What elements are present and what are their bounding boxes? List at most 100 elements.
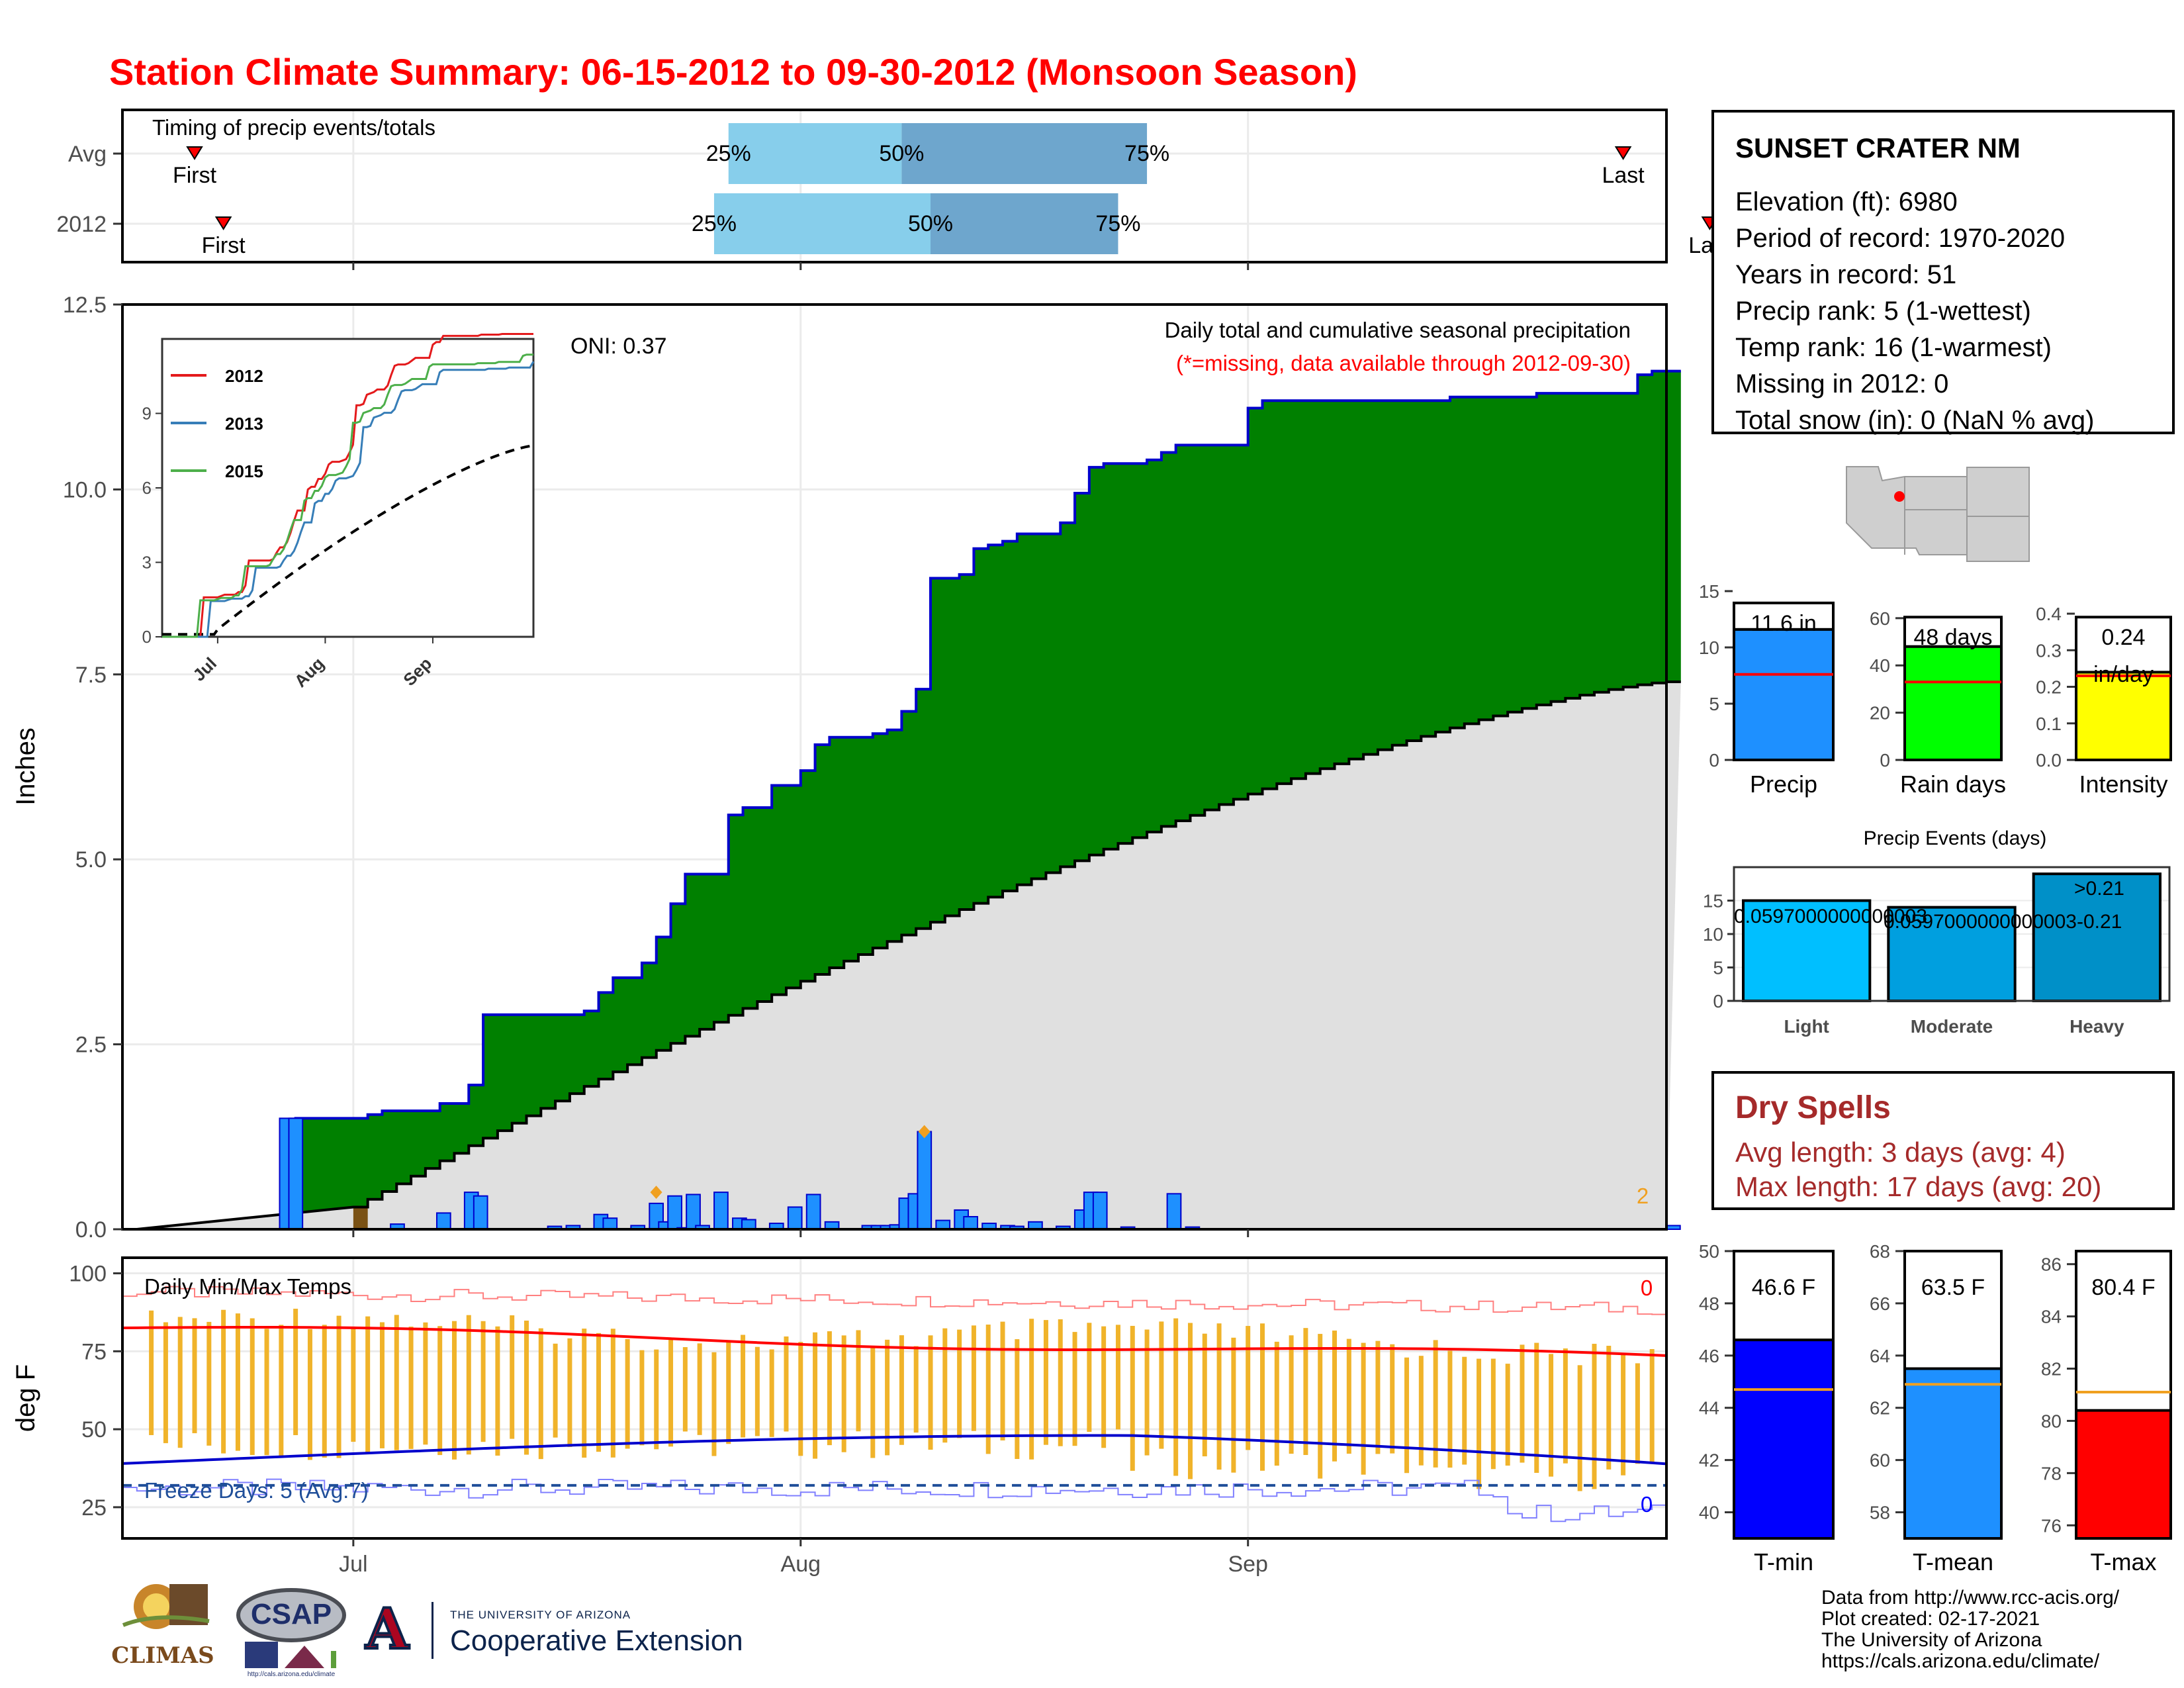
events-frame [1733,866,2171,1002]
page-title: Station Climate Summary: 06-15-2012 to 0… [109,51,1357,93]
summary-ytick-label: 0.3 [2036,640,2062,661]
temps-daily-bar [1447,1350,1453,1468]
precip-daily-bar [713,1192,729,1230]
temps-xtick-label: Jul [339,1552,367,1577]
events-category-moderate: Moderate [1911,1016,1993,1037]
precip-daily-bar [917,1131,933,1230]
timing-label-first: First [173,163,217,188]
timing-row-label: Avg [68,142,107,167]
events-category-light: Light [1784,1016,1829,1037]
summary-ytick-label: 0.0 [2036,750,2062,771]
temps-xtick-label: Aug [781,1552,821,1577]
temps-daily-bar [971,1325,976,1431]
tempbar-ytick-label: 78 [2041,1463,2062,1483]
temps-daily-bar [250,1318,255,1455]
tempbar-bar-1 [1903,1367,2003,1540]
summary-ytick-label: 5 [1709,694,1719,714]
timing-title: Timing of precip events/totals [152,115,435,140]
temps-daily-bar [1534,1342,1539,1474]
temperature-bars: 40 42 44 46 48 50 46.6 F T-min 58 60 62 64 66 68 63.5 … [1699,1241,2172,1575]
temps-daily-bar [480,1321,486,1442]
temps-xtick-label: Sep [1228,1552,1268,1577]
ua-main-text: Cooperative Extension [450,1624,743,1657]
ua-extension-text: THE UNIVERSITY OF ARIZONA Cooperative Ex… [450,1609,743,1658]
temps-daily-bar [351,1328,356,1442]
temps-daily-bar [596,1333,602,1452]
events-ytick-label: 5 [1713,958,1723,978]
tempbar-category-2: T-max [2090,1548,2156,1575]
ua-logo: A [361,1596,414,1662]
precip-ytick-label: 12.5 [63,293,107,318]
events-bar-label-light: 0.0597000000000003 [1734,906,1927,927]
temps-daily-bar [582,1329,587,1458]
summary-value-label-0: 11.6 in [1751,611,1817,636]
timing-label-first: First [202,233,246,258]
temps-daily-bar [1246,1326,1251,1450]
temps-daily-bar [1187,1323,1193,1479]
temps-avg-max-line [122,1325,1667,1357]
station-years: Years in record: 51 [1735,260,1957,289]
temps-daily-bar [856,1330,861,1432]
temps-daily-bar [336,1315,341,1458]
timing-row-label: 2012 [56,212,107,237]
temps-ytick-label: 25 [81,1495,107,1521]
tempbar-ytick-label: 40 [1699,1503,1719,1523]
temps-daily-bar [221,1309,226,1454]
precip-daily-bar [686,1194,701,1230]
ua-top-text: THE UNIVERSITY OF ARIZONA [450,1609,631,1621]
ua-divider [432,1602,433,1659]
tempbar-ytick-label: 58 [1870,1503,1890,1523]
precip-daily-bar [1666,1225,1681,1230]
tempbar-ytick-label: 44 [1699,1398,1719,1419]
timing-bar-50-75 [931,193,1118,254]
temps-daily-bar [870,1346,876,1458]
events-ytick-label: 15 [1703,891,1723,912]
summary-value-label2-2: in/day [2093,662,2154,687]
timing-label-25: 25% [706,141,751,166]
temps-daily-bar [1274,1341,1279,1466]
inset-ytick-label: 0 [142,627,152,647]
precip-daily-bar [805,1194,821,1230]
temps-daily-bar [1606,1346,1612,1470]
tempbar-bar-0 [1733,1338,1835,1540]
precip-annot-missing: (*=missing, data available through 2012-… [1176,351,1631,375]
temps-ylabel: deg F [11,1364,40,1432]
timing-marker-first [214,216,232,230]
dry-spells-box: Dry Spells Avg length: 3 days (avg: 4) M… [1711,1071,2175,1210]
temps-daily-bar [1202,1333,1207,1457]
ua-letter: A [364,1596,410,1662]
temps-daily-bar [1361,1342,1366,1475]
station-elevation: Elevation (ft): 6980 [1735,187,1958,216]
temps-daily-bar [1259,1323,1265,1471]
precip-daily-bar [473,1195,488,1231]
summary-ytick-label: 10 [1699,637,1719,658]
temps-daily-bar [408,1327,414,1449]
inset-frame [161,338,535,638]
summary-value-label-1: 48 days [1913,625,1992,650]
temps-daily-bar [1375,1340,1381,1454]
map-states [1846,466,2030,562]
tempbar-ytick-label: 48 [1699,1293,1719,1314]
inset-series-2013 [162,361,535,638]
credit-university: The University of Arizona [1821,1629,2042,1651]
timing-label-75: 75% [1095,211,1140,236]
summary-category-0: Precip [1750,771,1817,798]
tempbar-ytick-label: 62 [1870,1398,1890,1419]
inset-legend-label: 2013 [225,414,263,434]
temps-count-max: 0 [1641,1276,1653,1300]
precip-avg-area [122,681,1681,1229]
location-map [1844,461,2034,565]
summary-ytick-label: 0 [1709,750,1719,771]
temps-daily-bar [1505,1364,1510,1466]
summary-ytick-label: 60 [1870,608,1890,629]
temps-daily-bar [1144,1329,1150,1456]
temps-daily-bar [567,1338,572,1447]
summary-box-1 [1903,616,2003,648]
summary-bars: 0 5 10 15 11.6 in Precip 0 20 40 60 48 days Rain da… [1699,581,2172,798]
events-title: Precip Events (days) [1864,827,2047,849]
csap-logo-url: http://cals.arizona.edu/climate [247,1671,336,1678]
timing-label-last: Last [1602,163,1645,188]
tempbar-ytick-label: 42 [1699,1450,1719,1471]
events-bar-moderate [1887,906,2017,1002]
temps-daily-bar [668,1338,674,1447]
